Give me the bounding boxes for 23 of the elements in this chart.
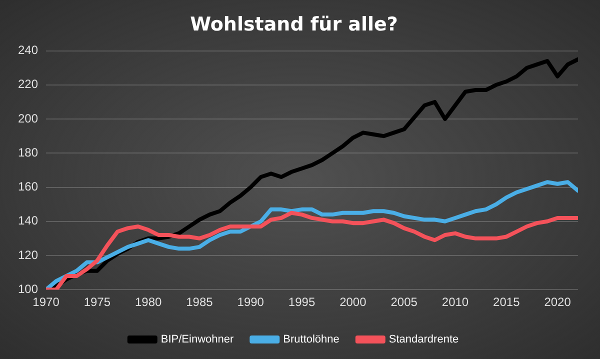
x-tick-label: 2015 [493, 295, 520, 310]
y-tick-label: 140 [18, 214, 38, 228]
y-tick-label: 240 [18, 43, 38, 58]
x-tick-label: 2000 [340, 295, 367, 310]
x-tick-label: 1990 [237, 295, 264, 310]
x-tick-label: 2010 [442, 295, 469, 310]
y-tick-label: 180 [18, 145, 38, 160]
y-tick-label: 160 [18, 180, 38, 194]
x-tick-label: 1970 [32, 295, 60, 310]
x-tick-label: 1985 [186, 295, 214, 310]
legend-label: Standardrente [388, 334, 459, 346]
x-tick-label: 2020 [544, 295, 572, 310]
x-tick-label: 1995 [288, 295, 316, 310]
y-tick-label: 100 [18, 282, 38, 296]
legend-label: Bruttolöhne [283, 334, 340, 346]
x-tick-label: 2005 [390, 295, 418, 310]
legend-label: BIP/Einwohner [160, 334, 234, 346]
y-tick-label: 220 [18, 77, 38, 92]
x-tick-label: 1975 [84, 295, 111, 310]
x-tick-label: 1980 [134, 295, 162, 310]
chart-title: Wohlstand für alle? [190, 13, 398, 36]
y-tick-label: 120 [18, 248, 38, 262]
y-tick-label: 200 [18, 111, 38, 126]
